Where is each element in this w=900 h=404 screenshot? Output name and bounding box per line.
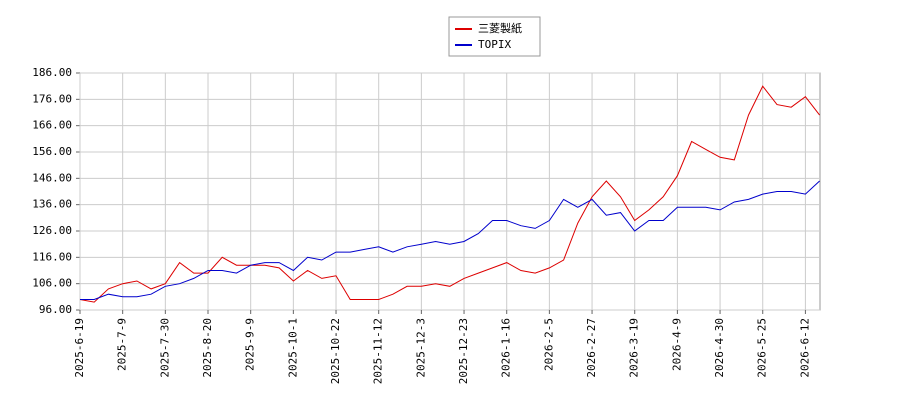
x-tick-label: 2026-5-25 — [756, 318, 769, 378]
y-tick-label: 176.00 — [32, 92, 72, 105]
y-tick-label: 156.00 — [32, 145, 72, 158]
series-line — [80, 180, 820, 300]
x-tick-label: 2025-7-9 — [116, 318, 129, 371]
x-tick-label: 2025-11-12 — [372, 318, 385, 384]
x-tick-label: 2026-4-30 — [713, 318, 726, 378]
x-tick-label: 2026-3-19 — [628, 318, 641, 378]
x-tick-label: 2026-1-16 — [500, 318, 513, 378]
x-tick-label: 2026-4-9 — [670, 318, 683, 371]
y-tick-label: 186.00 — [32, 66, 72, 79]
y-tick-label: 96.00 — [39, 303, 72, 316]
x-tick-label: 2025-12-23 — [457, 318, 470, 384]
x-tick-label: 2025-10-22 — [329, 318, 342, 384]
x-tick-label: 2025-7-30 — [158, 318, 171, 378]
x-tick-label: 2025-8-20 — [201, 318, 214, 378]
x-tick-label: 2026-6-12 — [798, 318, 811, 378]
legend-label: 三菱製紙 — [478, 21, 522, 35]
legend-label: TOPIX — [478, 38, 511, 51]
y-tick-label: 126.00 — [32, 224, 72, 237]
y-tick-label: 116.00 — [32, 250, 72, 263]
x-tick-label: 2025-9-9 — [244, 318, 257, 371]
y-tick-label: 136.00 — [32, 198, 72, 211]
x-tick-label: 2025-6-19 — [73, 318, 86, 378]
x-tick-label: 2025-12-3 — [414, 318, 427, 378]
x-tick-label: 2026-2-27 — [585, 318, 598, 378]
legend-box — [448, 16, 541, 57]
y-tick-label: 106.00 — [32, 277, 72, 290]
x-tick-label: 2026-2-5 — [542, 318, 555, 371]
y-tick-label: 166.00 — [32, 119, 72, 132]
x-tick-label: 2025-10-1 — [286, 318, 299, 378]
y-tick-label: 146.00 — [32, 171, 72, 184]
plot-area — [79, 72, 821, 311]
